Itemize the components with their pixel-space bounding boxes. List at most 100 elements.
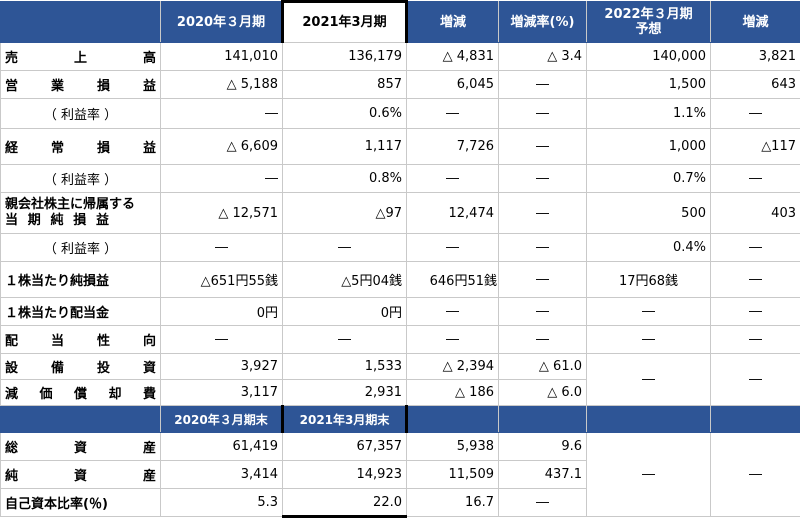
table-row: １株当たり純損益 △651円55銭 △5円04銭 646円51銭 ― 17円68… bbox=[1, 262, 800, 298]
label-char: 当 bbox=[5, 213, 18, 229]
cell-2021: ― bbox=[283, 326, 407, 354]
cell-change: △ 4,831 bbox=[407, 43, 499, 71]
cell-2020: 3,414 bbox=[161, 461, 283, 489]
cell-change2: ― bbox=[711, 99, 800, 129]
cell-2020: △ 5,188 bbox=[161, 71, 283, 99]
cell-forecast: 17円68銭 bbox=[587, 262, 711, 298]
row-label: 親会社株主に帰属する 当期純損益 bbox=[1, 193, 161, 234]
label-char: 損 bbox=[97, 75, 110, 94]
cell-rate: ― bbox=[499, 71, 587, 99]
cell-2020: ― bbox=[161, 99, 283, 129]
cell-change2-merged: ― bbox=[711, 433, 800, 517]
cell-rate: ― bbox=[499, 165, 587, 193]
label-char: 高 bbox=[143, 47, 156, 66]
label-char: 純 bbox=[5, 465, 18, 484]
cell-change: 11,509 bbox=[407, 461, 499, 489]
row-label: 売上高 bbox=[1, 43, 161, 71]
cell-rate: ― bbox=[499, 129, 587, 165]
label-char: 産 bbox=[143, 465, 156, 484]
cell-change: ― bbox=[407, 326, 499, 354]
cell-2020: 141,010 bbox=[161, 43, 283, 71]
row-label: （ 利益率 ） bbox=[1, 99, 161, 129]
table-row: （ 利益率 ） ― 0.8% ― ― 0.7% ― bbox=[1, 165, 800, 193]
cell-2020: △ 12,571 bbox=[161, 193, 283, 234]
label-char: 投 bbox=[97, 357, 110, 376]
row-label: １株当たり純損益 bbox=[1, 262, 161, 298]
row-label: 純資産 bbox=[1, 461, 161, 489]
header-row-balance: 2020年３月期末 2021年3月期末 bbox=[1, 406, 800, 433]
cell-2020: 3,927 bbox=[161, 354, 283, 380]
row-label: 設備投資 bbox=[1, 354, 161, 380]
row-label: １株当たり配当金 bbox=[1, 298, 161, 326]
table-row: （ 利益率 ） ― 0.6% ― ― 1.1% ― bbox=[1, 99, 800, 129]
cell-forecast: 1.1% bbox=[587, 99, 711, 129]
label-char: 設 bbox=[5, 357, 18, 376]
cell-rate: 9.6 bbox=[499, 433, 587, 461]
label-char: 性 bbox=[97, 330, 110, 349]
cell-2021: 1,117 bbox=[283, 129, 407, 165]
cell-2020: 3,117 bbox=[161, 380, 283, 406]
header-2020: 2020年３月期 bbox=[161, 2, 283, 43]
cell-2021: ― bbox=[283, 234, 407, 262]
cell-rate: ― bbox=[499, 262, 587, 298]
label-char: 備 bbox=[51, 357, 64, 376]
cell-forecast: 1,000 bbox=[587, 129, 711, 165]
label-char: 純 bbox=[50, 213, 63, 229]
cell-change: ― bbox=[407, 234, 499, 262]
cell-rate: ― bbox=[499, 298, 587, 326]
cell-change2: ― bbox=[711, 234, 800, 262]
table-row: 経常損益 △ 6,609 1,117 7,726 ― 1,000 △117 bbox=[1, 129, 800, 165]
cell-2020: 5.3 bbox=[161, 489, 283, 517]
label-char: 期 bbox=[28, 213, 41, 229]
header2-blank bbox=[1, 406, 161, 433]
header-2021: 2021年3月期 bbox=[283, 2, 407, 43]
label-line1: 親会社株主に帰属する bbox=[5, 197, 156, 213]
table-row: 売上高 141,010 136,179 △ 4,831 △ 3.4 140,00… bbox=[1, 43, 800, 71]
label-char: 益 bbox=[143, 137, 156, 156]
cell-2021: 136,179 bbox=[283, 43, 407, 71]
cell-forecast: 1,500 bbox=[587, 71, 711, 99]
spaced-label: 当期純損益 bbox=[5, 213, 109, 229]
cell-change: ― bbox=[407, 99, 499, 129]
cell-change2: ― bbox=[711, 326, 800, 354]
label-char: 価 bbox=[39, 383, 52, 402]
cell-2021: 1,533 bbox=[283, 354, 407, 380]
cell-2021: 67,357 bbox=[283, 433, 407, 461]
cell-2020: ― bbox=[161, 326, 283, 354]
table-row: 設備投資 3,927 1,533 △ 2,394 △ 61.0 ― ― bbox=[1, 354, 800, 380]
cell-2021: 14,923 bbox=[283, 461, 407, 489]
spaced-label: 減価償却費 bbox=[5, 383, 156, 402]
row-label: 配当性向 bbox=[1, 326, 161, 354]
cell-rate: ― bbox=[499, 234, 587, 262]
label-char: 損 bbox=[97, 137, 110, 156]
label-char: 産 bbox=[143, 437, 156, 456]
header-2022-forecast: 2022年３月期予想 bbox=[587, 2, 711, 43]
cell-rate: △ 6.0 bbox=[499, 380, 587, 406]
cell-forecast: ― bbox=[587, 298, 711, 326]
cell-forecast-merged: ― bbox=[587, 433, 711, 517]
label-char: 益 bbox=[143, 75, 156, 94]
header2-blank-rate bbox=[499, 406, 587, 433]
cell-change: 5,938 bbox=[407, 433, 499, 461]
cell-rate: ― bbox=[499, 489, 587, 517]
label-char: 営 bbox=[5, 75, 18, 94]
cell-2020: ― bbox=[161, 234, 283, 262]
cell-2021: 0円 bbox=[283, 298, 407, 326]
header2-2020: 2020年３月期末 bbox=[161, 406, 283, 433]
spaced-label: 総資産 bbox=[5, 437, 156, 456]
cell-change: △ 2,394 bbox=[407, 354, 499, 380]
cell-forecast: ― bbox=[587, 326, 711, 354]
header2-2021: 2021年3月期末 bbox=[283, 406, 407, 433]
label-char: 経 bbox=[5, 137, 18, 156]
cell-rate: △ 61.0 bbox=[499, 354, 587, 380]
label-char: 上 bbox=[74, 47, 87, 66]
cell-forecast: 0.7% bbox=[587, 165, 711, 193]
spaced-label: 売上高 bbox=[5, 47, 156, 66]
spaced-label: 営業損益 bbox=[5, 75, 156, 94]
table-row: （ 利益率 ） ― ― ― ― 0.4% ― bbox=[1, 234, 800, 262]
header-change2: 増減 bbox=[711, 2, 800, 43]
table-row: 総資産 61,419 67,357 5,938 9.6 ― ― bbox=[1, 433, 800, 461]
cell-change: 7,726 bbox=[407, 129, 499, 165]
label-char: 総 bbox=[5, 437, 18, 456]
